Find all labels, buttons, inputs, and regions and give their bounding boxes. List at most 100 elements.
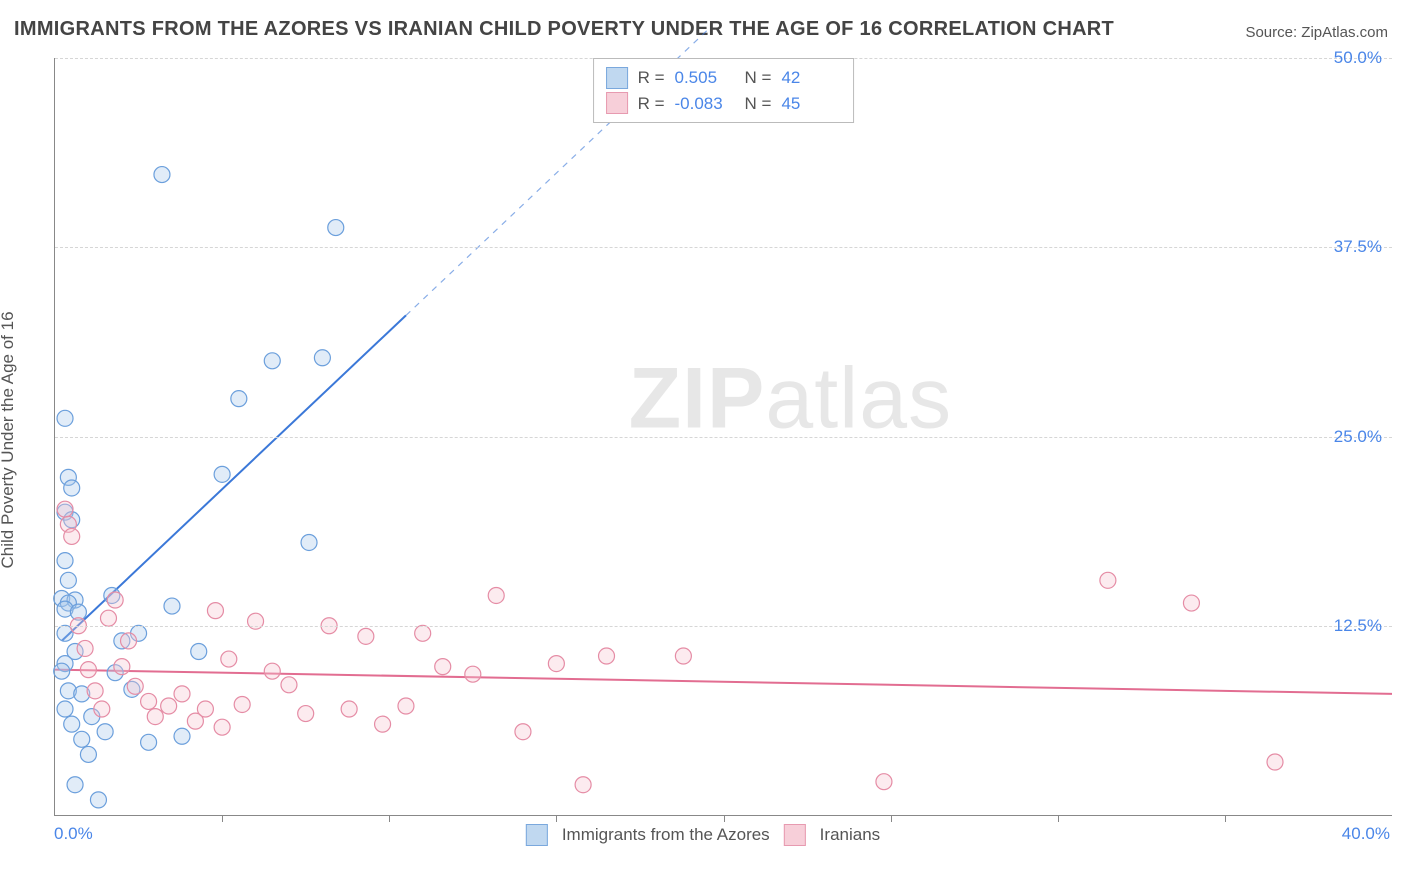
regression-line — [55, 670, 1392, 694]
data-point — [214, 719, 230, 735]
data-point — [1100, 572, 1116, 588]
gridline — [55, 247, 1392, 248]
data-point — [1267, 754, 1283, 770]
data-point — [1183, 595, 1199, 611]
data-point — [435, 659, 451, 675]
x-tick — [1225, 815, 1226, 822]
data-point — [575, 777, 591, 793]
data-point — [60, 572, 76, 588]
data-point — [264, 663, 280, 679]
data-point — [107, 592, 123, 608]
legend-label: Immigrants from the Azores — [562, 825, 770, 845]
data-point — [147, 709, 163, 725]
data-point — [358, 628, 374, 644]
data-point — [121, 633, 137, 649]
data-point — [197, 701, 213, 717]
n-value: 45 — [781, 91, 841, 117]
data-point — [90, 792, 106, 808]
source-attribution: Source: ZipAtlas.com — [1245, 24, 1388, 41]
data-point — [314, 350, 330, 366]
r-value: 0.505 — [675, 65, 735, 91]
data-point — [207, 603, 223, 619]
x-tick — [556, 815, 557, 822]
data-point — [465, 666, 481, 682]
data-point — [94, 701, 110, 717]
data-point — [57, 553, 73, 569]
data-point — [231, 391, 247, 407]
legend-label: Iranians — [820, 825, 880, 845]
data-point — [515, 724, 531, 740]
data-point — [221, 651, 237, 667]
data-point — [77, 640, 93, 656]
data-point — [328, 220, 344, 236]
data-point — [54, 663, 70, 679]
y-axis-title: Child Poverty Under the Age of 16 — [0, 311, 18, 568]
x-tick — [389, 815, 390, 822]
data-point — [67, 777, 83, 793]
data-point — [141, 734, 157, 750]
data-point — [80, 662, 96, 678]
data-point — [876, 774, 892, 790]
data-point — [57, 501, 73, 517]
swatch-icon — [606, 92, 628, 114]
data-point — [174, 728, 190, 744]
x-tick — [724, 815, 725, 822]
n-label: N = — [745, 91, 772, 117]
swatch-icon — [606, 67, 628, 89]
data-point — [57, 701, 73, 717]
n-label: N = — [745, 65, 772, 91]
y-tick-label: 37.5% — [1326, 237, 1382, 257]
n-value: 42 — [781, 65, 841, 91]
data-point — [599, 648, 615, 664]
x-tick — [891, 815, 892, 822]
legend-row-azores: R = 0.505 N = 42 — [606, 65, 842, 91]
x-axis-max-label: 40.0% — [1342, 824, 1390, 844]
y-tick-label: 12.5% — [1326, 616, 1382, 636]
data-point — [488, 587, 504, 603]
x-tick — [222, 815, 223, 822]
data-point — [87, 683, 103, 699]
x-tick — [1058, 815, 1059, 822]
data-point — [114, 659, 130, 675]
swatch-icon — [526, 824, 548, 846]
x-axis-min-label: 0.0% — [54, 824, 93, 844]
data-point — [548, 656, 564, 672]
chart-plot-area: ZIPatlas R = 0.505 N = 42 R = -0.083 N =… — [54, 58, 1392, 816]
data-point — [398, 698, 414, 714]
data-point — [174, 686, 190, 702]
y-tick-label: 50.0% — [1326, 48, 1382, 68]
data-point — [127, 678, 143, 694]
data-point — [341, 701, 357, 717]
data-point — [64, 480, 80, 496]
data-point — [298, 706, 314, 722]
data-point — [154, 167, 170, 183]
data-point — [64, 716, 80, 732]
data-point — [675, 648, 691, 664]
legend-row-iranians: R = -0.083 N = 45 — [606, 91, 842, 117]
data-point — [264, 353, 280, 369]
data-point — [141, 693, 157, 709]
gridline — [55, 626, 1392, 627]
data-point — [248, 613, 264, 629]
data-point — [74, 731, 90, 747]
data-point — [161, 698, 177, 714]
r-label: R = — [638, 65, 665, 91]
data-point — [64, 528, 80, 544]
data-point — [281, 677, 297, 693]
chart-title: IMMIGRANTS FROM THE AZORES VS IRANIAN CH… — [14, 18, 1114, 41]
r-value: -0.083 — [675, 91, 735, 117]
swatch-icon — [784, 824, 806, 846]
data-point — [301, 534, 317, 550]
y-tick-label: 25.0% — [1326, 427, 1382, 447]
data-point — [57, 410, 73, 426]
data-point — [234, 696, 250, 712]
data-point — [375, 716, 391, 732]
data-point — [415, 625, 431, 641]
data-point — [80, 746, 96, 762]
correlation-legend: R = 0.505 N = 42 R = -0.083 N = 45 — [593, 58, 855, 123]
data-point — [214, 466, 230, 482]
data-point — [100, 610, 116, 626]
r-label: R = — [638, 91, 665, 117]
data-point — [164, 598, 180, 614]
series-legend: Immigrants from the Azores Iranians — [526, 824, 880, 846]
